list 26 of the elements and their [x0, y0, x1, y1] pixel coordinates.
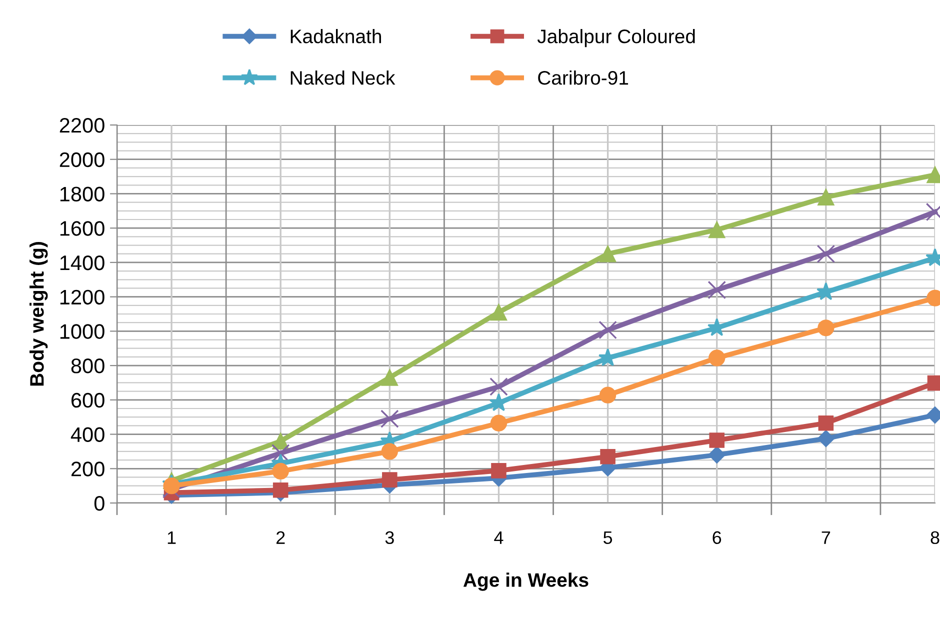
y-tick-label: 1200 — [60, 290, 104, 305]
y-tick-label: 1400 — [60, 255, 104, 270]
y-tick-label: 600 — [71, 392, 104, 408]
x-tick-label: 3 — [385, 531, 394, 544]
y-tick-label: 800 — [71, 358, 104, 374]
y-axis-title: Body weight (g) — [30, 242, 48, 386]
y-tick-label: 1800 — [60, 186, 104, 202]
x-tick-label: 7 — [822, 531, 830, 544]
y-tick-label: 0 — [94, 496, 104, 511]
x-tick-label: 5 — [604, 531, 612, 544]
legend-label: Jabalpur Coloured — [537, 29, 695, 48]
y-tick-label: 1600 — [60, 221, 104, 236]
y-tick-label: 2200 — [60, 118, 104, 133]
y-tick-label: 400 — [70, 427, 104, 442]
y-tick-label: 2000 — [60, 152, 104, 168]
x-tick-label: 4 — [494, 531, 504, 544]
y-tick-label: 1000 — [60, 324, 104, 339]
y-tick-label: 200 — [71, 462, 104, 476]
x-tick-label: 2 — [276, 531, 285, 544]
x-axis-title: Age in Weeks — [463, 572, 588, 591]
x-tick-label: 1 — [168, 531, 176, 544]
x-tick-label: 8 — [930, 531, 940, 544]
x-tick-label: 6 — [712, 531, 722, 544]
legend-label: Caribro-91 — [538, 70, 628, 85]
legend-label: Naked Neck — [290, 70, 396, 85]
legend-label: Kadaknath — [290, 29, 381, 44]
